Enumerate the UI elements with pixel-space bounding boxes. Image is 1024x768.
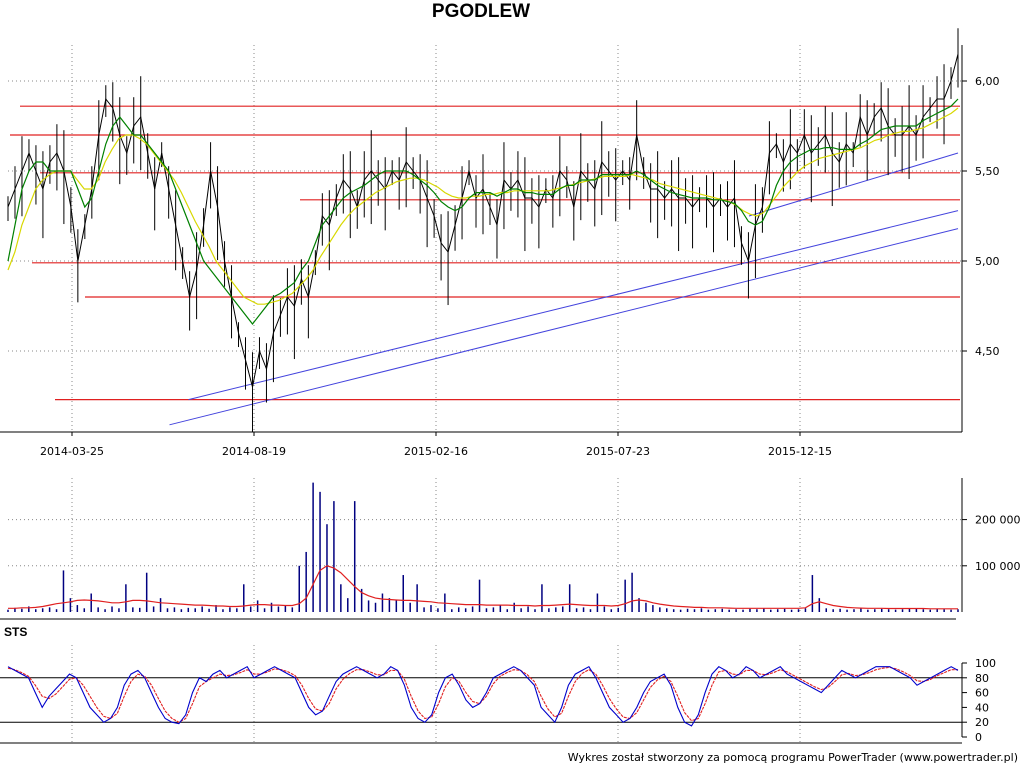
sts-y-tick-label-1: 20: [975, 716, 989, 729]
price-series: [7, 28, 959, 433]
volume-y-tick-label-0: 100 000: [975, 560, 1021, 573]
sts-y-tick-label-4: 80: [975, 672, 989, 685]
sts-y-tick-label-5: 100: [975, 657, 996, 670]
sts-panel-label: STS: [4, 625, 28, 639]
price-y-tick-label-1: 5,00: [975, 255, 1000, 268]
x-tick-label-1: 2014-08-19: [222, 445, 286, 458]
grid-lines: [8, 45, 962, 742]
support-resistance-levels: [10, 105, 960, 401]
trend-line-1: [188, 210, 959, 401]
sts-y-tick-label-3: 60: [975, 687, 989, 700]
volume-series: [7, 482, 959, 612]
ma-long-line: [7, 107, 959, 305]
sts-y-tick-label-0: 0: [975, 731, 982, 744]
price-y-tick-label-3: 6,00: [975, 75, 1000, 88]
trend-line-2: [748, 152, 959, 217]
x-tick-label-4: 2015-12-15: [768, 445, 832, 458]
volume-y-tick-label-1: 200 000: [975, 514, 1021, 527]
sts-y-tick-label-2: 40: [975, 701, 989, 714]
x-tick-label-2: 2015-02-16: [404, 445, 468, 458]
trend-lines: [169, 152, 959, 426]
sts-d-line: [7, 666, 958, 723]
x-tick-label-3: 2015-07-23: [586, 445, 650, 458]
sts-k-line: [7, 665, 959, 727]
x-tick-label-0: 2014-03-25: [40, 445, 104, 458]
price-y-tick-label-2: 5,50: [975, 165, 1000, 178]
axes: [0, 45, 967, 744]
tick-labels: 2014-03-25 2014-08-19 2015-02-16 2015-07-23…: [40, 75, 1020, 744]
ma-short-line: [7, 98, 959, 325]
price-y-tick-label-0: 4,50: [975, 345, 1000, 358]
price-close-line: [7, 53, 959, 388]
trend-line-0: [169, 228, 959, 426]
sts-oscillator: [0, 665, 962, 727]
footer-credit: Wykres został stworzony za pomocą progra…: [567, 751, 1018, 764]
moving-averages: [7, 98, 959, 325]
chart-title: PGODLEW: [431, 1, 531, 22]
volume-average-line: [8, 565, 958, 610]
